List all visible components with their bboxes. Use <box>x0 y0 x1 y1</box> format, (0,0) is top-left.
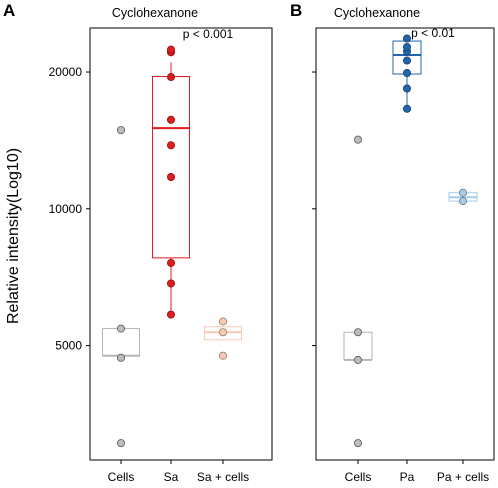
panel-a-axes-frame <box>89 27 273 461</box>
panel-a-y-tick-label: 10000 <box>49 202 83 216</box>
x-tick-label: Pa <box>400 470 415 484</box>
panel-a-letter: A <box>3 1 15 20</box>
panel-a-title: Cyclohexanone <box>112 6 198 20</box>
data-point <box>353 135 362 144</box>
x-tick-label: Cells <box>345 470 372 484</box>
data-point <box>402 43 411 52</box>
data-point <box>166 141 175 150</box>
panel-b: B Cyclohexanone p < 0.01 Cells Pa Pa + cel… <box>290 1 495 484</box>
data-point <box>402 56 411 65</box>
data-point <box>402 104 411 113</box>
data-point <box>353 439 362 448</box>
data-point <box>218 351 227 360</box>
panel-a-y-tick-label: 20000 <box>49 65 83 79</box>
data-point <box>166 258 175 267</box>
data-point <box>218 328 227 337</box>
box-iqr-sa-cells <box>204 326 242 341</box>
panel-b-p-value: p < 0.01 <box>411 26 455 40</box>
data-point <box>458 188 467 197</box>
data-point <box>117 324 126 333</box>
data-point <box>117 353 126 362</box>
box-iqr-sa <box>152 76 190 259</box>
y-axis-label: Relative intensity(Log10) <box>5 148 22 324</box>
x-tick-label: Sa <box>164 470 179 484</box>
panel-a-boxes <box>102 45 242 448</box>
panel-b-letter: B <box>290 1 302 20</box>
panel-a: A Cyclohexanone p < 0.001 5000 10000 20000… <box>3 1 273 484</box>
panel-b-y-tick-labels <box>312 71 316 347</box>
data-point <box>166 310 175 319</box>
data-point <box>402 84 411 93</box>
panel-b-axes-frame <box>315 27 495 461</box>
data-point <box>166 73 175 82</box>
data-point <box>353 328 362 337</box>
data-point <box>117 439 126 448</box>
data-point <box>166 279 175 288</box>
box-iqr-cells <box>102 328 140 357</box>
data-point <box>458 197 467 206</box>
panel-b-boxes <box>343 34 478 448</box>
panel-a-x-tick-labels: Cells Sa Sa + cells <box>108 460 249 484</box>
data-point <box>166 45 175 54</box>
panel-b-title: Cyclohexanone <box>334 6 420 20</box>
panel-a-y-tick-label: 5000 <box>55 339 82 353</box>
data-point <box>218 317 227 326</box>
data-point <box>117 126 126 135</box>
x-tick-label: Sa + cells <box>197 470 249 484</box>
panel-b-x-tick-labels: Cells Pa Pa + cells <box>345 460 489 484</box>
data-point <box>166 172 175 181</box>
data-point <box>353 355 362 364</box>
x-tick-label: Cells <box>108 470 135 484</box>
data-point <box>166 115 175 124</box>
panel-a-p-value: p < 0.001 <box>183 27 234 41</box>
x-tick-label: Pa + cells <box>437 470 489 484</box>
data-point <box>402 34 411 43</box>
box-iqr-cells <box>343 331 373 361</box>
panel-a-y-tick-labels: 5000 10000 20000 <box>49 65 90 353</box>
data-point <box>402 69 411 78</box>
